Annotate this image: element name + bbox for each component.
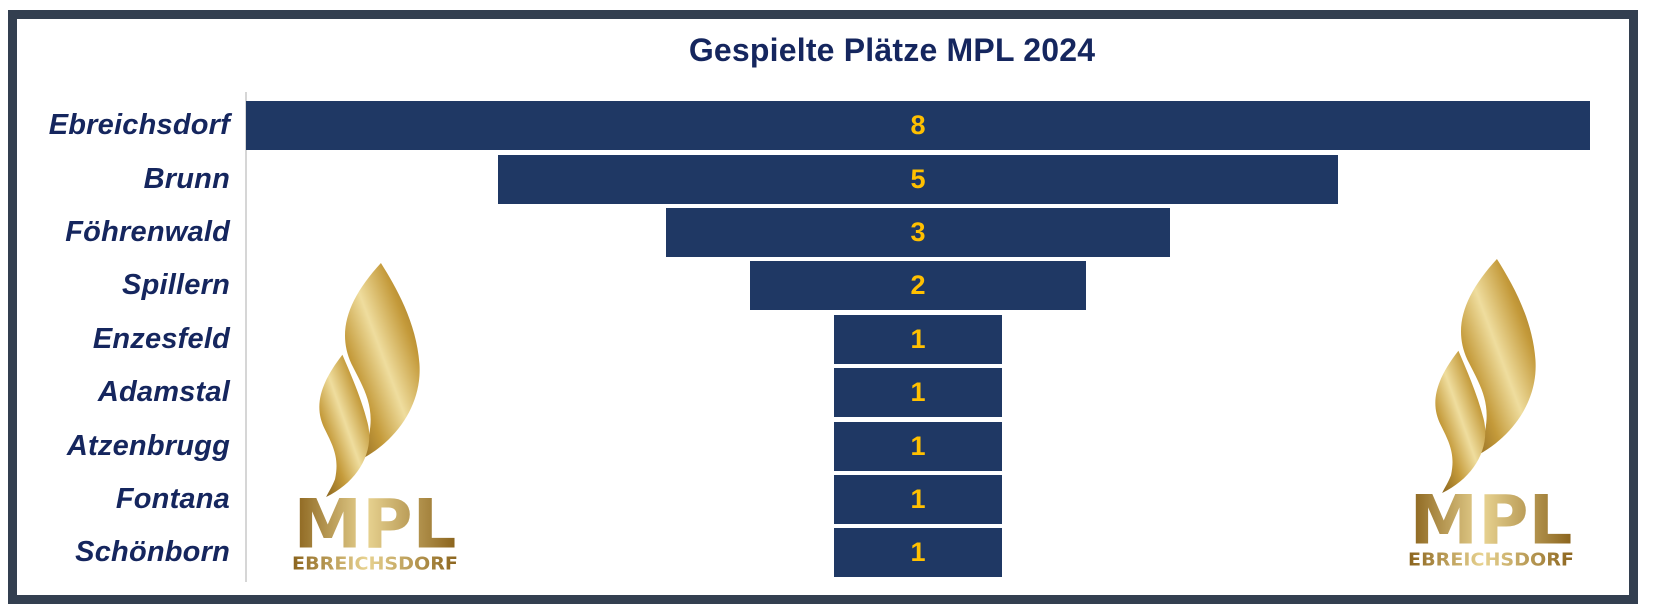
bar-track: 8 [246, 101, 1590, 151]
mpl-flame-icon: MPL EBREICHSDORF [292, 262, 458, 575]
bar-row: Enzesfeld 1 [18, 313, 1638, 366]
bar-value-label: 1 [910, 377, 926, 408]
bar-value-label: 1 [910, 323, 926, 354]
bar-track: 1 [246, 474, 1590, 524]
bar-track: 1 [246, 314, 1590, 364]
flame-large-shape [344, 262, 420, 463]
mpl-subtext: EBREICHSDORF [292, 555, 458, 574]
category-label: Föhrenwald [65, 215, 230, 248]
bar-value-label: 3 [910, 216, 926, 247]
bar-row: Ebreichsdorf 8 [18, 99, 1638, 152]
bar: 1 [834, 474, 1002, 524]
flame-small-shape [1435, 350, 1486, 493]
bar-track: 1 [246, 421, 1590, 471]
chart-title: Gespielte Plätze MPL 2024 [688, 32, 1096, 68]
bar-track: 1 [246, 528, 1590, 578]
mpl-subtext: EBREICHSDORF [1408, 551, 1574, 570]
category-label: Schönborn [75, 536, 230, 569]
mpl-wordmark: MPL [1410, 481, 1573, 560]
mpl-logo-left: MPL EBREICHSDORF [286, 260, 464, 579]
bar-chart: Ebreichsdorf 8 Brunn 5 Föhrenwald 3 [18, 99, 1638, 580]
bar-row: Fontana 1 [18, 473, 1638, 526]
flame-small-shape [319, 354, 370, 497]
bar-value-label: 1 [910, 537, 926, 568]
bar-track: 5 [246, 154, 1590, 204]
bar-row: Adamstal 1 [18, 366, 1638, 419]
bar-row: Spillern 2 [18, 259, 1638, 312]
flame-large-shape [1460, 258, 1536, 459]
bar-row: Atzenbrugg 1 [18, 419, 1638, 472]
bar-track: 1 [246, 368, 1590, 418]
category-label: Adamstal [97, 376, 230, 409]
bar-value-label: 1 [910, 483, 926, 514]
bar-value-label: 8 [910, 110, 926, 141]
bar: 1 [834, 368, 1002, 418]
bar-track: 2 [246, 261, 1590, 311]
bar: 8 [246, 101, 1590, 151]
bar-row: Brunn 5 [18, 152, 1638, 205]
bar: 1 [834, 421, 1002, 471]
category-label: Fontana [115, 482, 230, 515]
mpl-flame-icon: MPL EBREICHSDORF [1408, 258, 1574, 571]
bar-value-label: 2 [910, 270, 926, 301]
mpl-logo-right: MPL EBREICHSDORF [1402, 256, 1580, 575]
bar-value-label: 5 [910, 163, 926, 194]
bar: 1 [834, 314, 1002, 364]
mpl-wordmark: MPL [294, 485, 457, 564]
category-label: Brunn [143, 162, 230, 195]
bar-row: Schönborn 1 [18, 526, 1638, 579]
category-label: Atzenbrugg [66, 429, 230, 462]
category-label: Spillern [122, 269, 230, 302]
category-axis-line [245, 92, 247, 582]
bar: 5 [498, 154, 1338, 204]
bar-value-label: 1 [910, 430, 926, 461]
bar: 3 [666, 207, 1170, 257]
bar: 1 [834, 528, 1002, 578]
bar-row: Föhrenwald 3 [18, 206, 1638, 259]
category-label: Ebreichsdorf [48, 109, 230, 142]
category-label: Enzesfeld [92, 322, 230, 355]
bar: 2 [750, 261, 1086, 311]
bar-track: 3 [246, 207, 1590, 257]
